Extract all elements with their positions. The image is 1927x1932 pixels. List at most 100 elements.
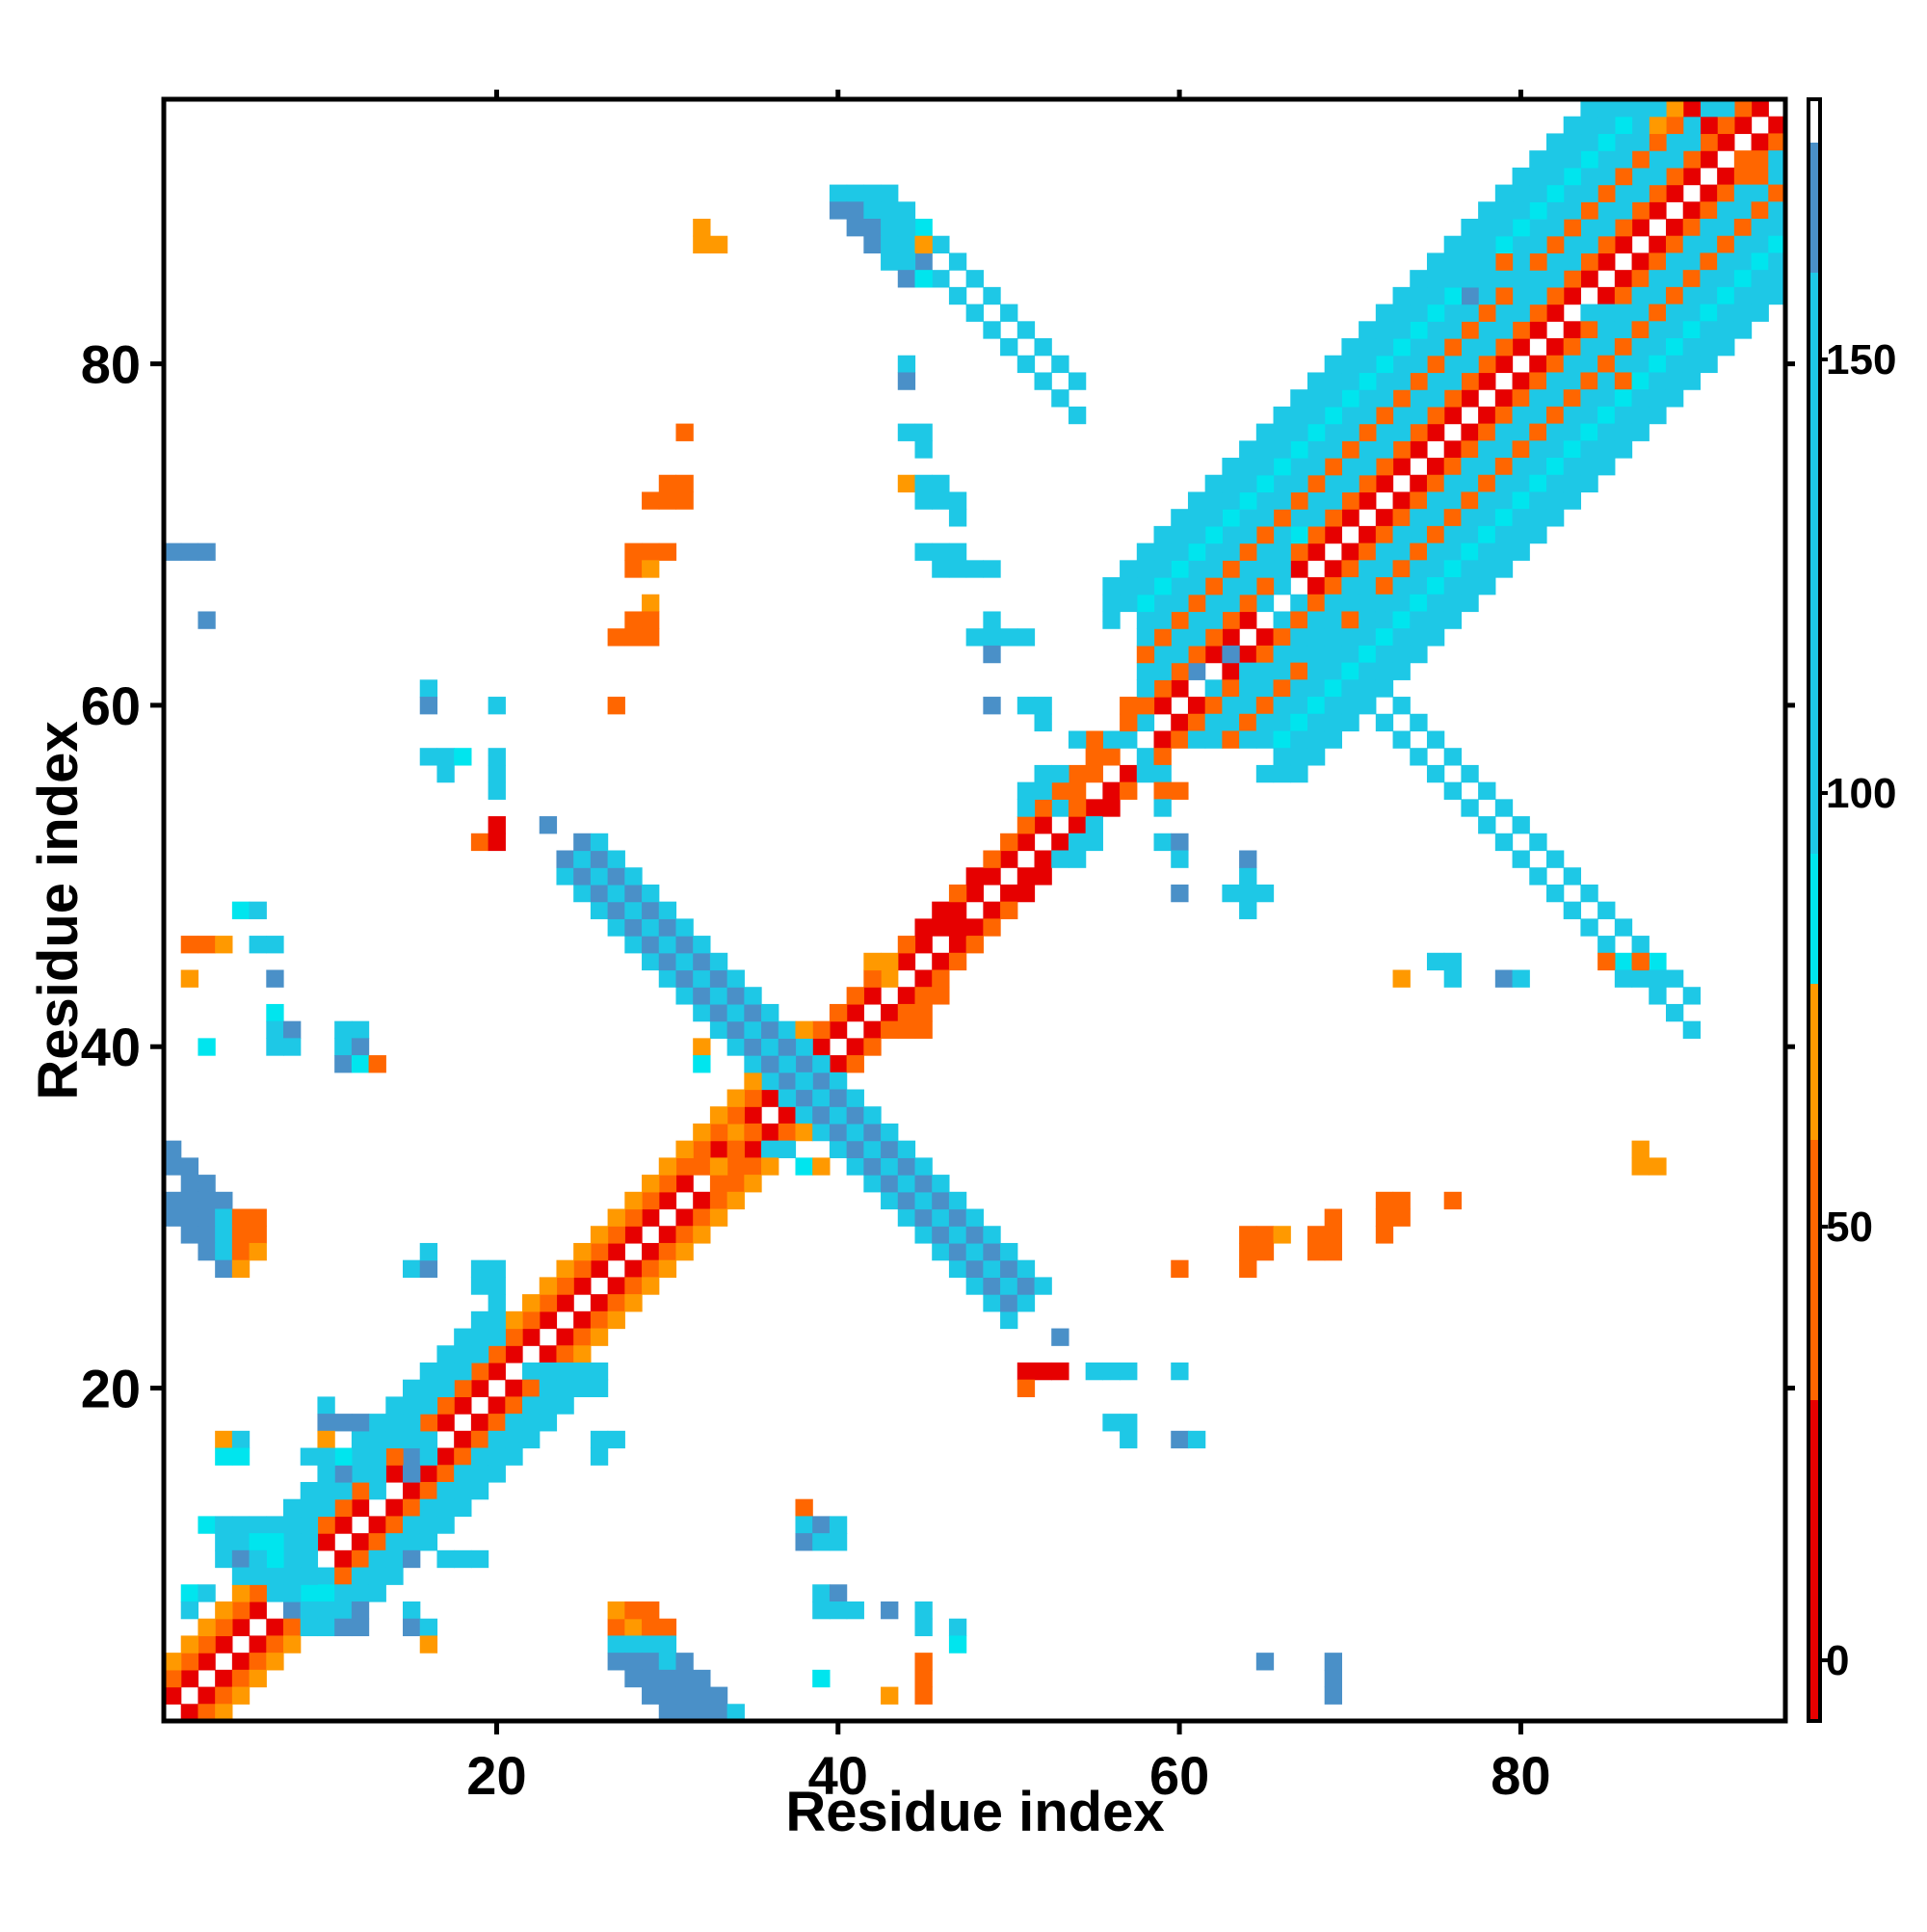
heatmap-cell bbox=[505, 1345, 523, 1363]
heatmap-cell bbox=[965, 936, 984, 954]
heatmap-cell bbox=[1631, 252, 1650, 271]
heatmap-cell bbox=[1649, 184, 1667, 202]
heatmap-cell bbox=[658, 1191, 677, 1210]
heatmap-cell bbox=[454, 1430, 472, 1449]
heatmap-cell bbox=[1085, 730, 1103, 749]
heatmap-cell bbox=[1307, 1242, 1326, 1261]
heatmap-cell bbox=[1529, 167, 1547, 186]
heatmap-cell bbox=[693, 936, 711, 954]
heatmap-cell bbox=[1410, 560, 1428, 578]
heatmap-cell bbox=[1426, 286, 1445, 305]
heatmap-cell bbox=[590, 1447, 609, 1466]
heatmap-cell bbox=[488, 781, 506, 800]
heatmap-cell bbox=[897, 219, 916, 237]
heatmap-cell bbox=[1273, 645, 1291, 664]
heatmap-cell bbox=[1700, 133, 1718, 151]
heatmap-cell bbox=[1239, 440, 1257, 459]
heatmap-cell bbox=[624, 1208, 643, 1227]
heatmap-cell bbox=[1563, 389, 1582, 408]
heatmap-cell bbox=[778, 1055, 797, 1073]
heatmap-cell bbox=[709, 969, 728, 988]
heatmap-cell bbox=[1512, 270, 1530, 288]
heatmap-cell bbox=[1324, 1653, 1342, 1671]
heatmap-cell bbox=[1410, 748, 1428, 766]
heatmap-cell bbox=[1255, 509, 1275, 527]
heatmap-cell bbox=[317, 1618, 335, 1637]
heatmap-cell bbox=[1307, 440, 1326, 459]
heatmap-cell bbox=[1443, 474, 1462, 493]
heatmap-cell bbox=[675, 474, 694, 493]
heatmap-cell bbox=[1375, 560, 1394, 578]
heatmap-cell bbox=[1273, 611, 1291, 629]
heatmap-cell bbox=[607, 628, 625, 647]
heatmap-cell bbox=[624, 1653, 643, 1671]
heatmap-cell bbox=[1273, 679, 1291, 698]
heatmap-cell bbox=[1034, 781, 1052, 800]
heatmap-cell bbox=[642, 1686, 660, 1705]
heatmap-cell bbox=[470, 833, 489, 852]
heatmap-cell bbox=[1000, 1277, 1018, 1295]
heatmap-cell bbox=[1239, 679, 1257, 698]
heatmap-cell bbox=[590, 901, 609, 919]
y-tick-label: 60 bbox=[81, 675, 141, 736]
heatmap-cell bbox=[1631, 1157, 1650, 1176]
heatmap-cell bbox=[1341, 577, 1359, 595]
heatmap-cell bbox=[1426, 730, 1445, 749]
heatmap-cell bbox=[761, 1055, 779, 1073]
heatmap-cell bbox=[983, 1294, 1001, 1312]
heatmap-cell bbox=[778, 1020, 797, 1039]
heatmap-cell bbox=[249, 1516, 267, 1534]
heatmap-cell bbox=[1324, 713, 1342, 732]
heatmap-cell bbox=[1290, 543, 1308, 561]
heatmap-cell bbox=[266, 1003, 284, 1022]
heatmap-cell bbox=[1443, 1191, 1462, 1210]
heatmap-cell bbox=[897, 355, 916, 374]
heatmap-cell bbox=[1136, 713, 1155, 732]
colorbar-band bbox=[1808, 1140, 1820, 1400]
heatmap-cell bbox=[693, 219, 711, 237]
heatmap-cell bbox=[1187, 645, 1206, 664]
heatmap-cell bbox=[744, 1038, 762, 1056]
heatmap-cell bbox=[1255, 764, 1275, 783]
heatmap-cell bbox=[351, 1465, 370, 1483]
heatmap-cell bbox=[1768, 150, 1786, 169]
heatmap-cell bbox=[1614, 304, 1633, 322]
heatmap-cell bbox=[283, 1549, 302, 1569]
heatmap-cell bbox=[1273, 458, 1291, 476]
heatmap-cell bbox=[1341, 628, 1359, 647]
heatmap-cell bbox=[897, 235, 916, 254]
heatmap-cell bbox=[283, 1533, 302, 1551]
heatmap-cell bbox=[914, 1618, 933, 1637]
heatmap-cell bbox=[351, 1038, 370, 1056]
heatmap-cell bbox=[642, 1208, 660, 1227]
heatmap-cell bbox=[1512, 969, 1530, 988]
heatmap-cell bbox=[1478, 304, 1496, 322]
heatmap-cell bbox=[1580, 321, 1598, 339]
heatmap-cell bbox=[1478, 321, 1496, 339]
heatmap-cell bbox=[1410, 338, 1428, 357]
heatmap-cell bbox=[1443, 286, 1462, 305]
heatmap-cell bbox=[948, 918, 967, 937]
heatmap-cell bbox=[198, 1618, 216, 1637]
heatmap-cell bbox=[675, 952, 694, 971]
heatmap-cell bbox=[1307, 458, 1326, 476]
heatmap-cell bbox=[812, 1020, 831, 1039]
heatmap-cell bbox=[897, 423, 916, 441]
heatmap-cell bbox=[1187, 662, 1206, 680]
heatmap-cell bbox=[1410, 389, 1428, 408]
heatmap-cell bbox=[539, 1294, 558, 1312]
heatmap-cell bbox=[215, 936, 233, 954]
heatmap-cell bbox=[1461, 474, 1479, 493]
heatmap-cell bbox=[385, 1549, 404, 1569]
heatmap-cell bbox=[675, 491, 694, 510]
heatmap-cell bbox=[1512, 235, 1530, 254]
heatmap-cell bbox=[1204, 679, 1223, 698]
heatmap-cell bbox=[914, 987, 933, 1005]
heatmap-cell bbox=[1529, 150, 1547, 169]
heatmap-cell bbox=[1512, 491, 1530, 510]
heatmap-cell bbox=[1307, 730, 1326, 749]
heatmap-cell bbox=[1682, 252, 1702, 271]
heatmap-cell bbox=[1529, 389, 1547, 408]
y-axis-title: Residue index bbox=[27, 721, 90, 1099]
heatmap-cell bbox=[1392, 594, 1411, 613]
